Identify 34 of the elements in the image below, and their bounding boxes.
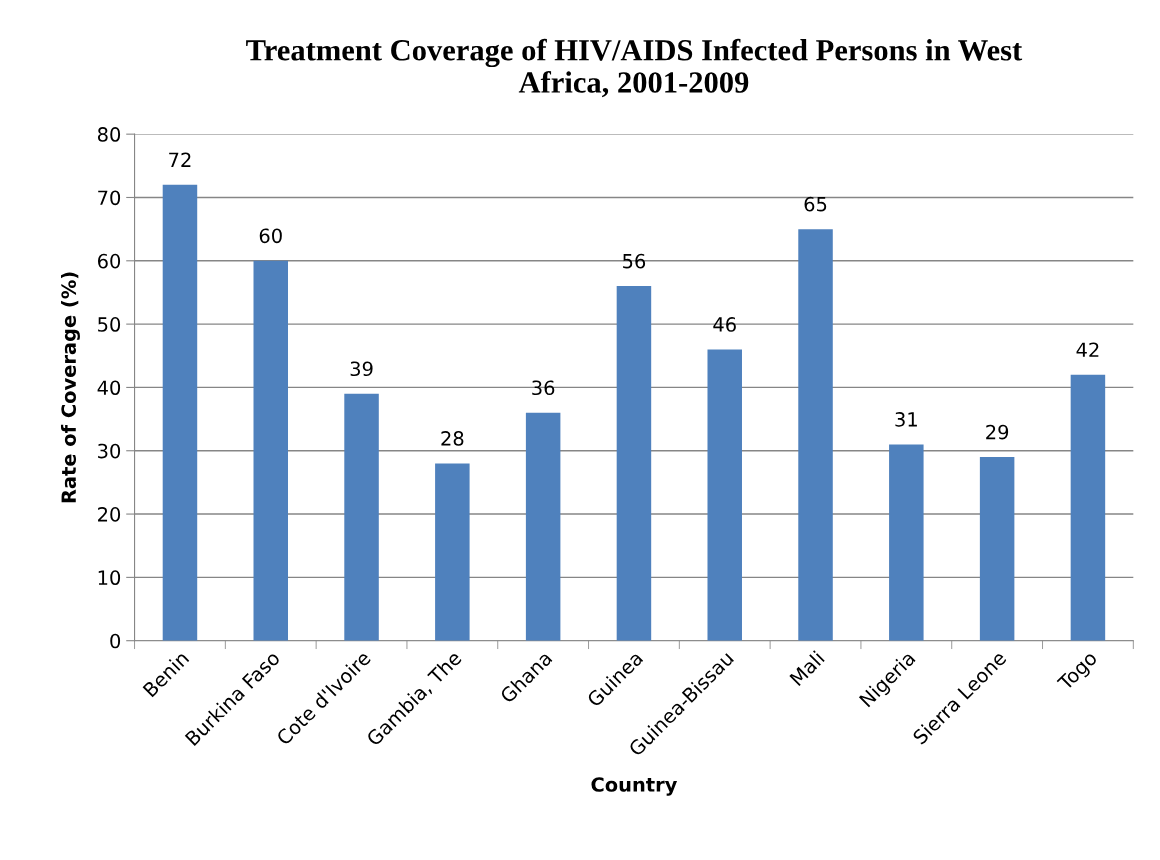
data-label: 46 [713,317,736,332]
data-label: 42 [1076,342,1099,357]
bar [162,184,198,641]
bar [798,229,833,641]
bar [889,444,924,641]
data-label: 60 [259,228,282,244]
bar [979,457,1015,641]
y-tick-label: 60 [97,253,121,269]
data-label: 39 [350,361,373,377]
y-axis-title: Rate of Coverage (%) [60,272,80,503]
bar [1070,374,1106,641]
bar [525,412,561,641]
data-label: 56 [623,253,646,269]
y-tick-label: 0 [110,633,121,649]
bar [344,393,379,641]
y-tick-label: 80 [97,127,121,142]
data-label: 29 [986,424,1009,440]
bar [253,260,289,641]
data-label: 72 [169,152,191,167]
y-tick-label: 40 [97,380,121,396]
data-label: 28 [441,431,464,446]
y-tick-label: 30 [98,443,121,459]
y-tick-label: 10 [98,570,121,586]
data-label: 65 [804,196,827,212]
x-axis-title: Country [591,777,678,796]
y-tick-label: 70 [98,190,121,206]
bar [707,349,742,641]
y-tick-label: 20 [98,507,121,522]
data-label: 36 [532,380,555,396]
bar [616,286,652,641]
y-tick-label: 50 [98,317,121,332]
data-label: 31 [895,412,917,427]
bar [435,463,470,641]
chart-title: Treatment Coverage of HIV/AIDS Infected Persons in West Africa, 2001-2009 [246,38,1023,98]
